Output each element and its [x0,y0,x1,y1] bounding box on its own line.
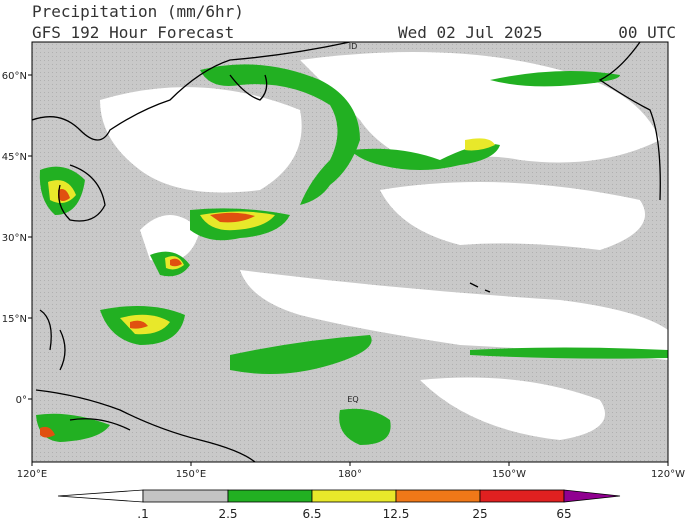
map-annotation: ID [349,42,358,51]
colorbar-label: 12.5 [383,507,410,521]
colorbar-bin [395,489,481,503]
lon-label: 120°E [17,469,47,480]
colorbar-bin [57,489,144,503]
rain-orange-red [40,189,255,438]
lat-label: 30°N [2,233,27,244]
forecast-date: Wed 02 Jul 2025 [398,23,543,42]
colorbar-label: .1 [137,507,148,521]
colorbar-bin [142,489,229,503]
coastlines [32,42,661,462]
colorbar-bin [563,489,621,503]
lat-label: 0° [16,395,27,406]
colorbar-label: 65 [556,507,571,521]
colorbar-label: 6.5 [302,507,321,521]
subtitle: GFS 192 Hour Forecast [32,23,234,42]
lon-label: 150°W [492,469,526,480]
map-field [32,42,668,462]
colorbar-label: 25 [472,507,487,521]
forecast-time: 00 UTC [618,23,676,42]
title: Precipitation (mm/6hr) [32,2,244,21]
lat-label: 45°N [2,152,27,163]
lat-label: 15°N [2,314,27,325]
lon-label: 120°W [651,469,685,480]
colorbar-bin [227,489,313,503]
lat-label: 60°N [2,71,27,82]
colorbar-bin [311,489,397,503]
colorbar-label: 2.5 [218,507,237,521]
dry-areas [100,52,668,440]
colorbar-bin [479,489,565,503]
colorbar [57,489,621,503]
map-annotation: EQ [347,395,358,404]
lon-label: 150°E [176,469,206,480]
lon-label: 180° [338,469,362,480]
